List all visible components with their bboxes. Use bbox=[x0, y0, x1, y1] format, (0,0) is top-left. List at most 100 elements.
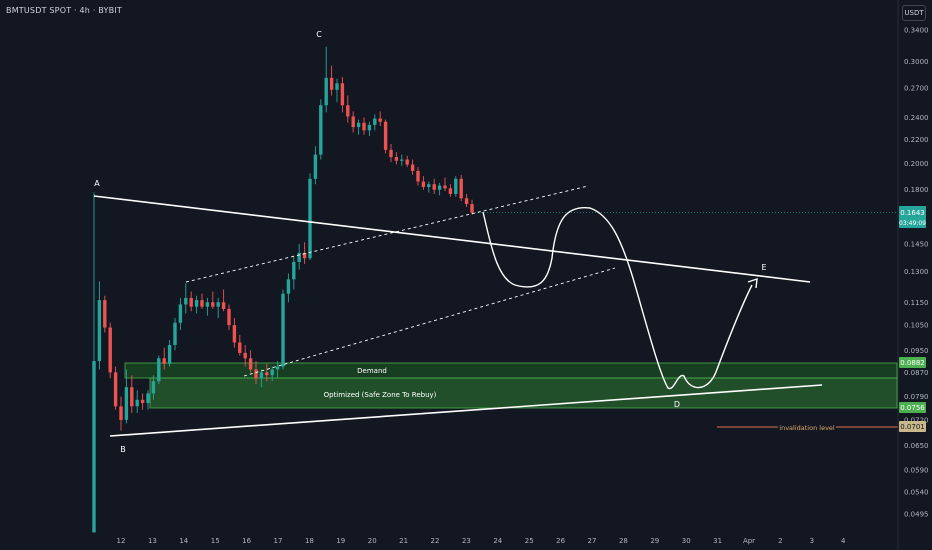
time-tick-label: 21 bbox=[399, 537, 408, 545]
time-tick-label: 28 bbox=[619, 537, 628, 545]
invalidation-value: 0.0701 bbox=[900, 423, 925, 431]
candle-down bbox=[103, 300, 107, 328]
time-axis[interactable]: 12 13 14 15 16 17 18 19 20 21 22 23 24 25 26 27 28 29 30 31… bbox=[117, 537, 846, 545]
candle-down bbox=[416, 170, 420, 182]
invalidation-label: invalidation level bbox=[779, 424, 835, 432]
channel-upper-line[interactable] bbox=[185, 185, 589, 283]
invalidation-level[interactable]: invalidation level bbox=[717, 422, 898, 432]
price-tick-label: 0.0720 bbox=[904, 416, 929, 424]
price-tick-label: 0.2700 bbox=[904, 84, 929, 92]
candle-down bbox=[362, 122, 366, 131]
candle-up bbox=[216, 302, 220, 307]
candle-up bbox=[319, 105, 323, 155]
price-tick-label: 0.0495 bbox=[904, 511, 929, 519]
demand-bottom-price-tag: 0.0756 bbox=[899, 402, 926, 413]
price-tick-label: 0.0790 bbox=[904, 393, 929, 401]
upper-trendline[interactable] bbox=[93, 195, 811, 283]
time-tick-label: Apr bbox=[743, 537, 755, 545]
demand-zone[interactable]: Demand bbox=[124, 362, 898, 379]
candle-down bbox=[464, 198, 469, 205]
invalidation-price-tag: 0.0701 bbox=[899, 421, 926, 432]
candle-down bbox=[232, 325, 237, 343]
demand-bottom-value: 0.0756 bbox=[900, 404, 925, 412]
lower-trendline[interactable] bbox=[109, 384, 823, 437]
candle-down bbox=[378, 118, 382, 122]
triangle-drawing[interactable] bbox=[93, 185, 823, 437]
candle-up bbox=[259, 372, 264, 379]
candle-down bbox=[410, 164, 415, 171]
candle-down bbox=[254, 369, 258, 379]
candle-down bbox=[108, 327, 112, 373]
time-tick-label: 14 bbox=[179, 537, 188, 545]
candle-down bbox=[470, 204, 474, 213]
price-tick-label: 0.0590 bbox=[904, 466, 929, 474]
time-tick-label: 18 bbox=[305, 537, 314, 545]
candle-up bbox=[157, 358, 161, 382]
time-tick-label: 26 bbox=[556, 537, 565, 545]
candle-down bbox=[119, 406, 123, 420]
candle-up bbox=[437, 185, 442, 190]
candle-down bbox=[443, 185, 447, 189]
candle-down bbox=[162, 358, 166, 364]
time-tick-label: 30 bbox=[682, 537, 691, 545]
price-tick-label: 0.0540 bbox=[904, 489, 929, 497]
time-tick-label: 13 bbox=[148, 537, 157, 545]
optimized-label: Optimized (Safe Zone To Rebuy) bbox=[324, 391, 437, 399]
price-tick-label: 0.1450 bbox=[904, 241, 929, 249]
time-tick-label: 20 bbox=[368, 537, 377, 545]
candle-up bbox=[324, 77, 328, 106]
candle-up bbox=[167, 345, 172, 364]
candle-down bbox=[448, 188, 453, 194]
candle-down bbox=[227, 308, 231, 326]
candle-down bbox=[329, 77, 334, 90]
optimized-zone[interactable]: Optimized (Safe Zone To Rebuy) bbox=[149, 377, 898, 409]
candle-up bbox=[146, 393, 150, 404]
price-tick-label: 0.3000 bbox=[904, 58, 929, 66]
time-tick-label: 4 bbox=[841, 537, 846, 545]
wave-label-c: C bbox=[316, 30, 322, 39]
candle-down bbox=[243, 352, 247, 359]
candle-up bbox=[335, 83, 339, 90]
candle-up bbox=[454, 178, 458, 194]
projected-path[interactable] bbox=[482, 206, 753, 390]
price-tick-label: 0.0650 bbox=[904, 442, 929, 450]
time-tick-label: 24 bbox=[493, 537, 502, 545]
candle-up bbox=[194, 300, 199, 307]
candle-countdown: 03:49:09 bbox=[899, 220, 926, 227]
currency-button[interactable]: USDT bbox=[902, 5, 926, 21]
candle-up bbox=[297, 252, 301, 262]
current-price-tag: 0.1643 03:49:09 bbox=[899, 206, 926, 228]
candle-up bbox=[124, 387, 129, 420]
candle-down bbox=[189, 297, 193, 307]
candle-down bbox=[113, 372, 118, 407]
symbol-title[interactable]: BMTUSDT SPOT · 4h · BYBIT bbox=[6, 6, 122, 15]
time-tick-label: 15 bbox=[211, 537, 220, 545]
price-tick-label: 0.3400 bbox=[904, 27, 929, 35]
candle-up bbox=[367, 124, 372, 131]
candle-up bbox=[92, 361, 96, 533]
price-tick-label: 0.0950 bbox=[904, 347, 929, 355]
candle-up bbox=[281, 293, 285, 367]
candle-down bbox=[238, 342, 242, 353]
candle-up bbox=[292, 261, 296, 280]
candle-up bbox=[151, 381, 156, 394]
time-tick-label: 12 bbox=[117, 537, 126, 545]
demand-top-price-tag: 0.0882 bbox=[899, 357, 926, 368]
channel-lower-line[interactable] bbox=[243, 267, 616, 377]
candle-down bbox=[140, 399, 145, 404]
candle-down bbox=[405, 159, 409, 165]
candle-down bbox=[248, 358, 253, 370]
time-tick-label: 2 bbox=[778, 537, 782, 545]
time-tick-label: 17 bbox=[274, 537, 283, 545]
candle-up bbox=[286, 279, 291, 294]
candle-down bbox=[221, 302, 226, 309]
candle-down bbox=[394, 157, 399, 161]
candle-down bbox=[383, 121, 388, 150]
price-tick-label: 0.2400 bbox=[904, 114, 929, 122]
price-axis[interactable]: 0.3400 0.3000 0.2700 0.2400 0.2200 0.2000 0.18… bbox=[897, 0, 929, 550]
candle-up bbox=[205, 302, 210, 307]
candle-down bbox=[200, 300, 204, 307]
candle-up bbox=[313, 154, 318, 179]
time-tick-label: 31 bbox=[713, 537, 722, 545]
